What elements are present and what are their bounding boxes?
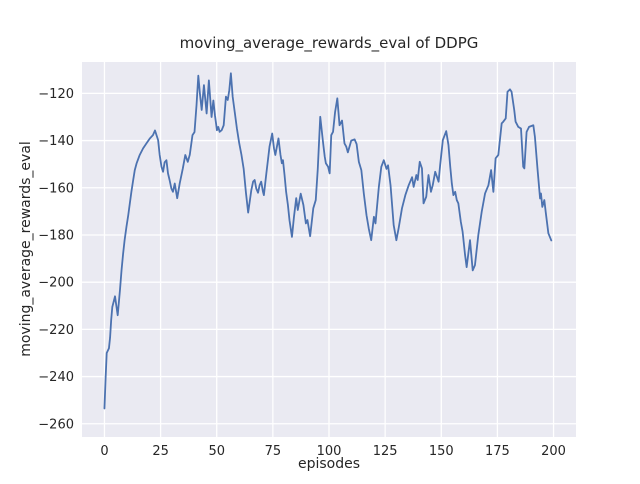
y-tick-label: −180	[38, 228, 74, 243]
y-tick-label: −260	[38, 417, 74, 432]
tick-labels: 0 25 50 75 100 125 150 175 200 −120 −140 −160 −180 −2…	[38, 87, 566, 459]
y-tick-label: −140	[38, 134, 74, 149]
x-tick-label: 125	[373, 444, 398, 459]
series-line-moving_average_rewards_eval	[103, 72, 553, 410]
x-tick-label: 25	[152, 444, 169, 459]
x-axis-label: episodes	[298, 456, 360, 472]
y-tick-label: −160	[38, 181, 74, 196]
chart-title: moving_average_rewards_eval of DDPG	[180, 34, 479, 53]
y-tick-label: −240	[38, 370, 74, 385]
y-tick-label: −120	[38, 87, 74, 102]
x-tick-label: 150	[429, 444, 454, 459]
x-tick-label: 100	[317, 444, 342, 459]
x-tick-label: 200	[541, 444, 566, 459]
y-tick-label: −200	[38, 276, 74, 291]
x-tick-label: 175	[485, 444, 510, 459]
x-tick-label: 50	[208, 444, 225, 459]
x-tick-label: 0	[100, 444, 108, 459]
x-tick-label: 75	[265, 444, 282, 459]
y-tick-label: −220	[38, 323, 74, 338]
data-series	[103, 72, 553, 410]
y-axis-label: moving_average_rewards_eval	[18, 141, 34, 357]
